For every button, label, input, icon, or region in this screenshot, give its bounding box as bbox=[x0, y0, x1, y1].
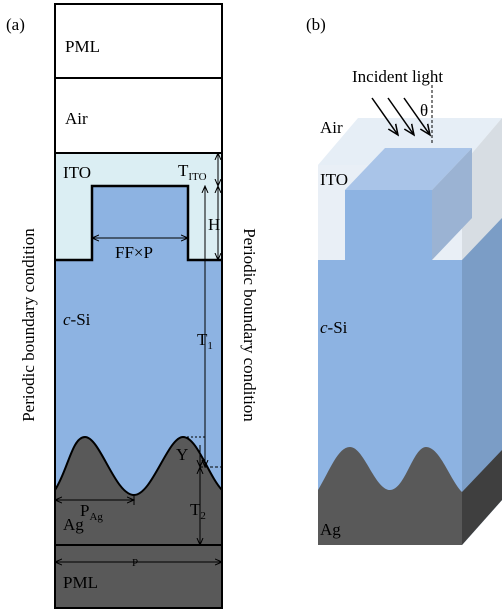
dim-label: P bbox=[132, 557, 138, 569]
region-label: Ag bbox=[320, 520, 341, 539]
figure: (a) PML Air ITO c-Si Ag PML TITO H FF×P … bbox=[0, 0, 502, 611]
panel-label: (b) bbox=[306, 15, 326, 34]
region-label: c-Si bbox=[63, 310, 91, 329]
region-label: PML bbox=[65, 37, 100, 56]
boundary-label: Periodic boundary condition bbox=[19, 228, 38, 422]
panel-label: (a) bbox=[6, 15, 25, 34]
text: 2 bbox=[200, 510, 206, 522]
text: 1 bbox=[207, 340, 213, 352]
text: -Si bbox=[71, 310, 91, 329]
text: T bbox=[197, 330, 208, 349]
text: T bbox=[190, 500, 201, 519]
text: -Si bbox=[328, 318, 348, 337]
region-label: PML bbox=[63, 573, 98, 592]
region-label: ITO bbox=[63, 163, 91, 182]
region-label: Air bbox=[320, 118, 343, 137]
dim-label: H bbox=[208, 215, 220, 234]
panel-b: (b) Incident light θ Air ITO c-Si Ag bbox=[306, 15, 502, 545]
text: T bbox=[178, 161, 189, 180]
annotation: θ bbox=[420, 101, 428, 120]
dim-label: Y bbox=[176, 445, 188, 464]
dim-label: FF×P bbox=[115, 243, 153, 262]
text: P bbox=[80, 501, 89, 520]
region-label: Air bbox=[65, 109, 88, 128]
region-label: ITO bbox=[320, 170, 348, 189]
text: ITO bbox=[188, 171, 206, 183]
text: Ag bbox=[89, 511, 103, 523]
panel-a: (a) PML Air ITO c-Si Ag PML TITO H FF×P … bbox=[6, 4, 259, 608]
region-label: c-Si bbox=[320, 318, 348, 337]
annotation: Incident light bbox=[352, 67, 443, 86]
boundary-label: Periodic boundary condition bbox=[240, 228, 259, 422]
